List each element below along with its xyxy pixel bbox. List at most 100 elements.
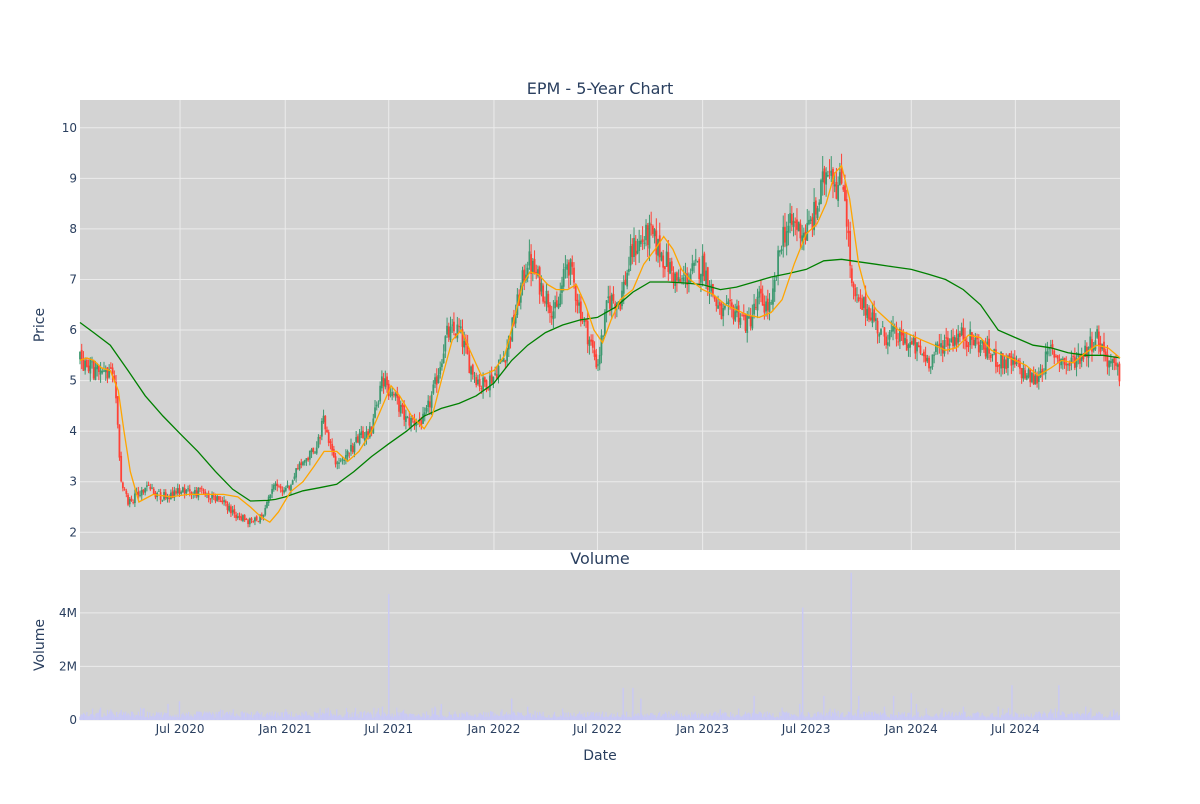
volume-bar (931, 716, 933, 720)
volume-bar (974, 713, 976, 720)
volume-bar (408, 713, 410, 720)
candle-body (392, 394, 395, 395)
volume-bars[interactable] (79, 572, 1121, 720)
volume-bar (297, 715, 300, 720)
volume-bar (718, 716, 720, 720)
candle-body (1015, 362, 1018, 365)
volume-bar (596, 712, 598, 720)
volume-bar (399, 712, 401, 720)
volume-bar (125, 711, 127, 720)
volume-bar (237, 715, 239, 720)
candle-body (732, 306, 735, 320)
volume-spike-bar (632, 687, 634, 720)
candle-body (874, 318, 877, 321)
moving-average-lines[interactable] (79, 164, 1121, 524)
candle-body (344, 455, 347, 461)
candle-body (914, 337, 917, 354)
volume-bar (513, 712, 516, 720)
candle-body (933, 354, 936, 356)
volume-bar (670, 713, 672, 720)
volume-bar (702, 714, 704, 720)
volume-bar (1094, 715, 1097, 720)
volume-bar (783, 712, 785, 720)
volume-bar (574, 716, 576, 720)
volume-bar (1118, 714, 1121, 720)
volume-bar (270, 715, 272, 720)
candle-body (284, 487, 287, 491)
volume-bar (1059, 715, 1061, 720)
volume-bar (190, 714, 192, 720)
volume-bar (497, 715, 500, 720)
volume-bar (975, 712, 978, 720)
candle-body (1000, 351, 1002, 369)
candle-body (92, 360, 95, 379)
volume-bar (934, 714, 936, 720)
candle-body (873, 309, 876, 321)
volume-bar (423, 714, 425, 720)
candle-body (82, 359, 85, 371)
volume-bar (188, 711, 190, 720)
volume-bar (1038, 711, 1040, 720)
volume-bar (1014, 712, 1016, 720)
candle-body (922, 351, 925, 357)
candle-body (358, 433, 361, 444)
volume-bar (459, 713, 461, 720)
volume-bar (678, 713, 680, 720)
volume-bar (771, 716, 773, 720)
volume-bar (151, 716, 153, 720)
volume-bar (132, 711, 134, 720)
volume-bar (473, 714, 476, 720)
candle-body (367, 431, 370, 436)
volume-bar (845, 715, 847, 720)
candle-body (1041, 368, 1044, 375)
volume-bar (880, 714, 883, 720)
candle-body (542, 285, 545, 302)
candle-body (559, 293, 562, 306)
volume-bar (970, 715, 972, 720)
volume-bar (537, 715, 540, 720)
volume-bar (518, 712, 520, 720)
candle-body (413, 420, 416, 425)
volume-spike-bar (1084, 706, 1087, 720)
volume-bar (428, 714, 430, 720)
volume-bar (704, 715, 707, 720)
candle-body (480, 388, 483, 389)
volume-bar (669, 717, 671, 720)
volume-bar (707, 717, 709, 720)
candle-body (307, 457, 310, 461)
candle-body (765, 301, 767, 312)
volume-bar (198, 711, 200, 720)
candle-body (1044, 351, 1047, 374)
volume-bar (942, 717, 944, 720)
candle-body (782, 226, 785, 247)
volume-bar (863, 711, 866, 720)
candle-body (144, 487, 147, 493)
volume-bar (938, 717, 940, 720)
volume-bar (1087, 712, 1090, 720)
volume-bar (374, 717, 376, 720)
volume-bar (591, 712, 593, 720)
candle-body (442, 353, 445, 364)
volume-bar (659, 711, 661, 720)
volume-bar (445, 717, 447, 720)
volume-bar (278, 715, 280, 720)
volume-bar (258, 713, 261, 720)
candle-body (796, 219, 798, 230)
candle-body (710, 284, 713, 292)
volume-bar (648, 715, 651, 720)
volume-bar (383, 712, 385, 720)
price-plot-area[interactable] (80, 100, 1120, 550)
volume-plot-area[interactable] (80, 570, 1120, 720)
candle-body (118, 424, 121, 458)
volume-spike-bar (640, 698, 642, 720)
volume-bar (113, 714, 115, 720)
volume-bar (193, 714, 195, 720)
candle-body (91, 361, 93, 363)
candle-body (188, 489, 191, 492)
volume-bar (987, 716, 989, 720)
candle-body (905, 339, 908, 351)
candle-body (940, 343, 942, 348)
volume-bar (741, 716, 743, 720)
candle-body (835, 181, 838, 199)
volume-bar (185, 713, 187, 720)
